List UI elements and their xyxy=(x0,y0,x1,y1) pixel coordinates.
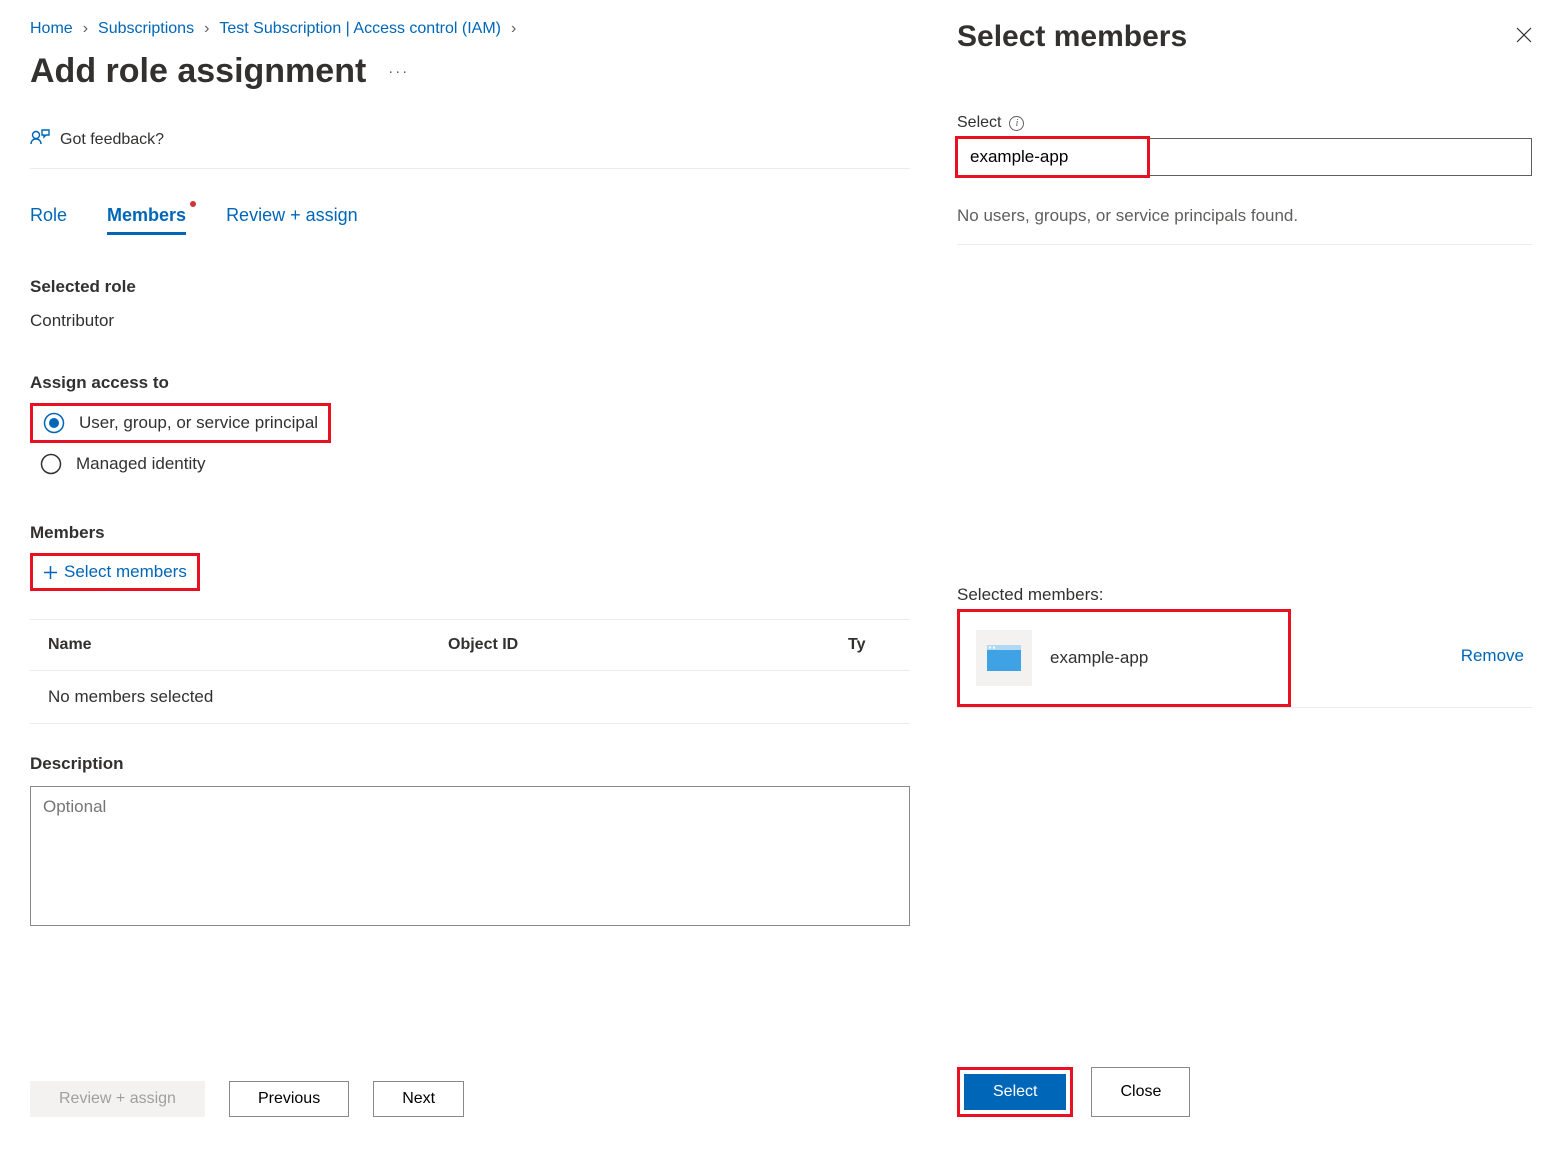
selected-member-name: example-app xyxy=(1050,648,1148,668)
close-icon[interactable] xyxy=(1516,26,1532,49)
col-object-id: Object ID xyxy=(448,636,848,654)
remove-link[interactable]: Remove xyxy=(1461,646,1524,666)
selected-role-value: Contributor xyxy=(30,311,910,331)
breadcrumb-iam[interactable]: Test Subscription | Access control (IAM) xyxy=(219,20,501,38)
close-button[interactable]: Close xyxy=(1091,1067,1190,1117)
radio-option-label: Managed identity xyxy=(76,454,205,474)
table-header: Name Object ID Ty xyxy=(30,620,910,671)
more-menu-icon[interactable]: ··· xyxy=(388,63,409,80)
info-icon[interactable]: i xyxy=(1009,116,1024,131)
assign-access-label: Assign access to xyxy=(30,373,910,393)
members-label: Members xyxy=(30,523,910,543)
select-label: Select i xyxy=(957,114,1532,132)
col-type: Ty xyxy=(848,636,865,654)
footer-actions: Review + assign Previous Next xyxy=(30,1081,464,1117)
selected-member-item[interactable]: example-app xyxy=(976,630,1148,686)
plus-icon xyxy=(43,565,58,580)
tab-members[interactable]: Members xyxy=(107,205,186,235)
search-field-wrap xyxy=(957,138,1532,176)
page-title-row: Add role assignment ··· xyxy=(30,52,910,91)
panel-footer: Select Close xyxy=(957,1067,1190,1117)
feedback-icon xyxy=(30,127,50,152)
tabs: Role Members Review + assign xyxy=(30,205,910,235)
members-table: Name Object ID Ty No members selected xyxy=(30,619,910,724)
previous-button[interactable]: Previous xyxy=(229,1081,349,1117)
chevron-right-icon: › xyxy=(83,20,88,38)
select-button[interactable]: Select xyxy=(964,1074,1066,1110)
review-assign-button: Review + assign xyxy=(30,1081,205,1117)
tab-review[interactable]: Review + assign xyxy=(226,205,358,235)
highlight-assign-option: User, group, or service principal xyxy=(30,403,331,443)
selected-role-label: Selected role xyxy=(30,277,910,297)
radio-option-label: User, group, or service principal xyxy=(79,413,318,433)
table-empty-message: No members selected xyxy=(48,687,213,707)
app-icon xyxy=(976,630,1032,686)
chevron-right-icon: › xyxy=(204,20,209,38)
select-members-panel: Select members Select i No users, groups… xyxy=(924,0,1564,1149)
breadcrumb-subscriptions[interactable]: Subscriptions xyxy=(98,20,194,38)
highlight-select-members: Select members xyxy=(30,553,200,591)
selected-members-label: Selected members: xyxy=(957,585,1532,605)
feedback-link[interactable]: Got feedback? xyxy=(30,127,910,169)
radio-user-group-sp[interactable]: User, group, or service principal xyxy=(33,406,328,440)
description-label: Description xyxy=(30,754,910,774)
select-label-text: Select xyxy=(957,114,1001,132)
panel-title: Select members xyxy=(957,20,1187,54)
col-name: Name xyxy=(48,636,448,654)
radio-managed-identity[interactable]: Managed identity xyxy=(30,447,910,481)
select-members-link[interactable]: Select members xyxy=(33,556,197,588)
description-input[interactable] xyxy=(30,786,910,926)
selected-members-row: example-app Remove xyxy=(957,605,1532,708)
feedback-label: Got feedback? xyxy=(60,131,164,149)
highlight-select-button: Select xyxy=(957,1067,1073,1117)
radio-unchecked-icon xyxy=(40,453,62,475)
search-input[interactable] xyxy=(958,147,1531,167)
tab-role[interactable]: Role xyxy=(30,205,67,235)
next-button[interactable]: Next xyxy=(373,1081,464,1117)
radio-checked-icon xyxy=(43,412,65,434)
breadcrumb-home[interactable]: Home xyxy=(30,20,73,38)
select-members-label: Select members xyxy=(64,562,187,582)
tab-members-label: Members xyxy=(107,205,186,225)
chevron-right-icon: › xyxy=(511,20,516,38)
panel-header: Select members xyxy=(957,20,1532,54)
indicator-dot xyxy=(190,201,196,207)
no-results-message: No users, groups, or service principals … xyxy=(957,206,1532,245)
main-content: Home › Subscriptions › Test Subscription… xyxy=(0,0,910,1149)
breadcrumb: Home › Subscriptions › Test Subscription… xyxy=(30,20,910,38)
table-row: No members selected xyxy=(30,671,910,723)
page-title: Add role assignment xyxy=(30,52,366,91)
highlight-selected-item: example-app xyxy=(957,609,1291,707)
